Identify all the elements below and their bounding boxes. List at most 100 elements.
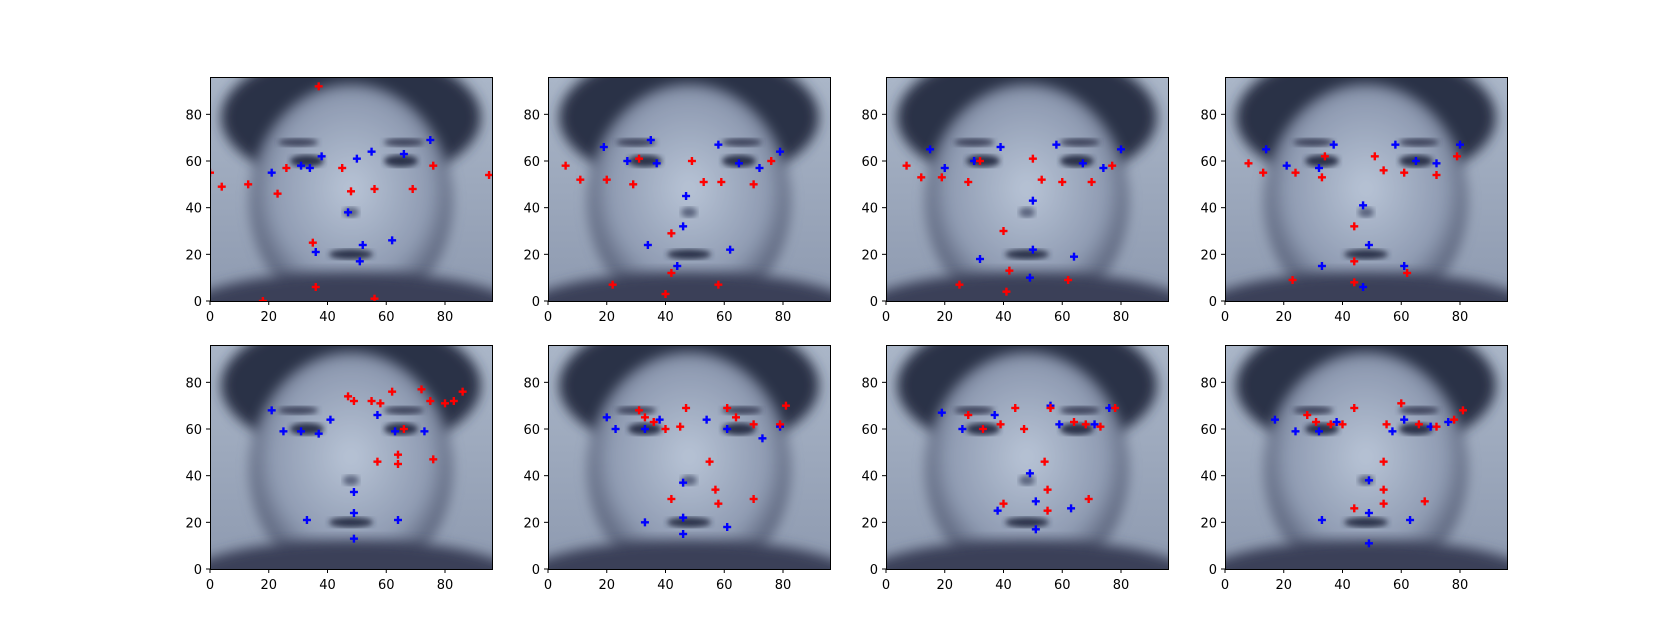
blue-keypoint-marker: [640, 425, 649, 433]
red-keypoint-marker: [1011, 404, 1020, 412]
red-keypoint-marker: [955, 280, 964, 289]
y-tick-label: 0: [870, 563, 878, 578]
blue-keypoint-marker: [1364, 539, 1373, 548]
blue-keypoint-marker: [723, 425, 732, 433]
blue-keypoint-marker: [1444, 418, 1453, 426]
red-keypoint-marker: [417, 385, 426, 394]
x-tick-label: 80: [437, 310, 454, 325]
red-keypoints: [344, 385, 467, 468]
red-keypoint-marker: [1379, 166, 1388, 175]
blue-keypoint-marker: [755, 164, 764, 172]
blue-keypoint-marker: [758, 434, 767, 443]
blue-keypoint-marker: [1055, 420, 1064, 429]
y-tick-label: 20: [523, 248, 540, 263]
blue-keypoint-marker: [726, 245, 735, 254]
blue-keypoint-marker: [399, 150, 408, 158]
subplot-2: 0 20 40 60 80 0 20 40 60 80: [523, 77, 831, 325]
red-keypoint-marker: [1005, 266, 1014, 275]
blue-keypoint-marker: [317, 152, 326, 161]
blue-keypoint-marker: [1028, 196, 1037, 205]
red-keypoint-marker: [258, 297, 267, 301]
face-image: [548, 345, 830, 569]
red-keypoint-marker: [749, 495, 758, 503]
red-keypoint-marker: [714, 499, 723, 508]
face-image: [210, 345, 492, 569]
x-tick-label: 60: [1393, 578, 1410, 593]
blue-keypoint-marker: [776, 147, 785, 156]
y-tick-label: 0: [1209, 295, 1217, 310]
x-tick-label: 60: [716, 578, 733, 593]
blue-keypoint-marker: [996, 143, 1005, 151]
x-tick-label: 0: [206, 310, 214, 325]
red-keypoint-marker: [1350, 222, 1359, 231]
blue-keypoint-marker: [297, 161, 306, 170]
red-keypoint-marker: [661, 425, 670, 433]
blue-keypoint-marker: [602, 413, 611, 422]
red-keypoint-marker: [937, 173, 946, 182]
red-keypoint-marker: [311, 283, 320, 291]
red-keypoint-marker: [1312, 418, 1321, 426]
red-keypoint-marker: [964, 178, 973, 186]
blue-keypoint-marker: [1329, 140, 1338, 149]
y-tick-label: 80: [523, 376, 540, 391]
blue-keypoints: [602, 413, 785, 538]
x-tick-label: 80: [1452, 310, 1469, 325]
red-keypoint-marker: [376, 399, 385, 408]
x-tick-label: 40: [657, 578, 674, 593]
red-keypoint-marker: [244, 180, 253, 189]
red-keypoint-marker: [917, 173, 926, 182]
subplot-5: 0 20 40 60 80 0 20 40 60 80: [185, 345, 493, 593]
face-image: [1225, 77, 1507, 301]
blue-keypoint-marker: [314, 429, 323, 438]
blue-keypoint-marker: [349, 509, 358, 517]
blue-keypoint-marker: [679, 513, 688, 522]
blue-keypoint-marker: [673, 262, 682, 270]
red-keypoint-marker: [705, 457, 714, 466]
red-keypoint-marker: [394, 460, 402, 468]
x-tick-label: 60: [378, 310, 395, 325]
blue-keypoint-marker: [1432, 159, 1441, 168]
red-keypoint-marker: [308, 238, 317, 247]
blue-keypoint-marker: [940, 164, 949, 172]
subplot-grid: 0 20 40 60 80 0 20 40 60 80 0 20 40 60 80 0 20 40 60 80 0 20 4…: [185, 77, 1508, 593]
red-keypoint-marker: [976, 157, 984, 165]
y-tick-label: 0: [532, 295, 540, 310]
red-keypoint-marker: [635, 406, 644, 415]
red-keypoint-marker: [767, 157, 776, 165]
red-keypoint-marker: [999, 499, 1008, 508]
red-keypoint-marker: [429, 455, 438, 464]
blue-keypoint-marker: [652, 159, 661, 168]
red-keypoint-marker: [1379, 485, 1388, 494]
x-tick-label: 20: [1275, 578, 1292, 593]
red-keypoint-marker: [344, 392, 353, 401]
blue-keypoint-marker: [1406, 516, 1415, 524]
blue-keypoint-marker: [1332, 418, 1341, 426]
blue-keypoint-marker: [267, 168, 276, 177]
blue-keypoint-marker: [1078, 159, 1087, 168]
red-keypoint-marker: [732, 413, 740, 422]
blue-keypoint-marker: [1359, 201, 1368, 210]
blue-keypoint-marker: [305, 164, 314, 172]
blue-keypoint-marker: [1067, 504, 1076, 513]
red-keypoints: [964, 404, 1120, 515]
x-tick-label: 80: [1452, 578, 1469, 593]
red-keypoint-marker: [576, 175, 585, 184]
y-tick-label: 60: [861, 423, 878, 438]
red-keypoint-marker: [561, 161, 570, 170]
x-tick-label: 20: [598, 310, 615, 325]
blue-keypoint-marker: [1262, 145, 1271, 154]
red-keypoint-marker: [1002, 287, 1011, 296]
red-keypoint-marker: [388, 387, 397, 396]
blue-keypoint-marker: [990, 411, 999, 419]
red-keypoints: [635, 401, 790, 508]
blue-keypoint-marker: [682, 192, 691, 200]
blue-keypoint-marker: [655, 415, 664, 424]
x-tick-label: 80: [775, 578, 792, 593]
blue-keypoint-marker: [373, 411, 382, 419]
y-tick-label: 80: [861, 376, 878, 391]
subplot-6: 0 20 40 60 80 0 20 40 60 80: [523, 345, 831, 593]
red-keypoint-marker: [1320, 152, 1329, 161]
red-keypoints: [561, 154, 776, 298]
x-tick-label: 60: [1054, 578, 1071, 593]
